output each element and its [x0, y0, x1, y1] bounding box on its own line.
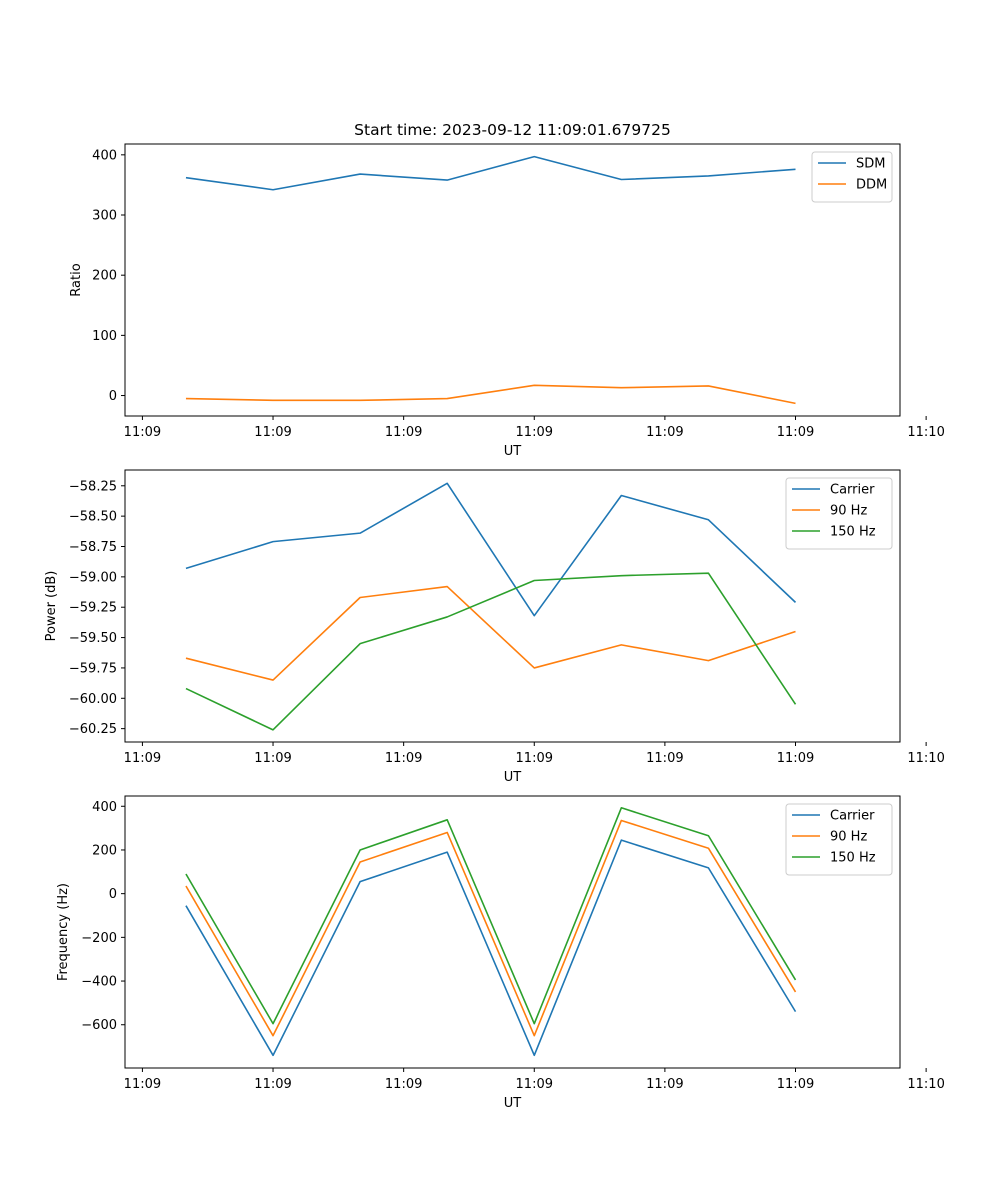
y-tick-label: −59.25: [69, 601, 117, 616]
y-tick-label: −59.75: [69, 661, 117, 676]
y-tick-label: −200: [81, 931, 117, 946]
x-tick-label: 11:09: [385, 1077, 422, 1092]
x-tick-label: 11:09: [516, 425, 553, 440]
x-tick-label: 11:09: [646, 425, 683, 440]
y-tick-label: −60.25: [69, 722, 117, 737]
x-axis-label: UT: [504, 1096, 522, 1111]
x-tick-label: 11:09: [385, 425, 422, 440]
x-tick-label: 11:09: [646, 1077, 683, 1092]
series-line-150-hz: [185, 572, 797, 731]
y-axis-label: Ratio: [69, 263, 84, 296]
legend: Carrier 90 Hz 150 Hz: [785, 803, 893, 876]
y-tick-label: −59.50: [69, 631, 117, 646]
y-tick-label: −58.25: [69, 479, 117, 494]
series-line-sdm: [185, 155, 796, 191]
y-axis-label: Power (dB): [44, 571, 59, 642]
legend-entry: 90 Hz: [830, 504, 867, 519]
x-tick-label: 11:10: [907, 1077, 944, 1092]
x-tick-label: 11:09: [777, 751, 814, 766]
series-line-90-hz: [185, 585, 796, 681]
x-tick-label: 11:09: [646, 751, 683, 766]
x-tick-label: 11:10: [907, 751, 944, 766]
subplot-3: 11:09 11:09 11:09 11:09 11:09 11:09 11:10 400 20…: [56, 795, 945, 1111]
y-tick-label: 300: [92, 209, 117, 224]
x-tick-label: 11:09: [254, 425, 291, 440]
series-line-ddm: [185, 384, 796, 405]
x-tick-label: 11:09: [777, 1077, 814, 1092]
x-tick-label: 11:09: [254, 1077, 291, 1092]
series-line-carrier: [185, 482, 797, 617]
x-tick-label: 11:10: [907, 425, 944, 440]
y-tick-label: 0: [109, 887, 117, 902]
x-tick-label: 11:09: [124, 1077, 161, 1092]
y-tick-label: 400: [92, 148, 117, 163]
series-line-carrier: [185, 839, 797, 1057]
subplot-1: 11:09 11:09 11:09 11:09 11:09 11:09 11:10 0 100 2…: [69, 121, 945, 459]
legend-entry: DDM: [856, 178, 887, 193]
x-tick-label: 11:09: [254, 751, 291, 766]
x-axis-label: UT: [504, 770, 522, 785]
legend: SDM DDM: [811, 151, 893, 203]
y-tick-label: −400: [81, 975, 117, 990]
y-tick-label: −58.75: [69, 540, 117, 555]
x-tick-label: 11:09: [777, 425, 814, 440]
x-axis-label: UT: [504, 444, 522, 459]
axes-frame: [124, 795, 901, 1069]
y-tick-label: 200: [92, 269, 117, 284]
y-tick-label: 100: [92, 329, 117, 344]
y-tick-label: 200: [92, 843, 117, 858]
legend-entry: Carrier: [830, 483, 875, 498]
legend-box: [811, 151, 893, 203]
y-tick-label: −59.00: [69, 570, 117, 585]
legend-entry: SDM: [856, 157, 885, 172]
x-tick-label: 11:09: [124, 751, 161, 766]
x-tick-label: 11:09: [385, 751, 422, 766]
x-tick-label: 11:09: [124, 425, 161, 440]
y-axis-label: Frequency (Hz): [56, 883, 71, 981]
series-line-90-hz: [185, 819, 797, 1037]
legend: Carrier 90 Hz 150 Hz: [785, 477, 893, 550]
x-tick-label: 11:09: [516, 1077, 553, 1092]
y-tick-label: −58.50: [69, 510, 117, 525]
panels: 11:09 11:09 11:09 11:09 11:09 11:09 11:10 0 100 2…: [44, 121, 945, 1111]
y-tick-label: −600: [81, 1018, 117, 1033]
axes-frame: [124, 469, 901, 743]
legend-entry: 90 Hz: [830, 830, 867, 845]
axes-frame: [124, 143, 901, 417]
series-line-150-hz: [185, 806, 797, 1025]
legend-entry: Carrier: [830, 809, 875, 824]
chart-title: Start time: 2023-09-12 11:09:01.679725: [354, 121, 671, 139]
legend-entry: 150 Hz: [830, 851, 876, 866]
x-tick-label: 11:09: [516, 751, 553, 766]
y-tick-label: −60.00: [69, 692, 117, 707]
y-tick-label: 400: [92, 800, 117, 815]
legend-entry: 150 Hz: [830, 525, 876, 540]
subplot-2: 11:09 11:09 11:09 11:09 11:09 11:09 11:10 −58.2…: [44, 469, 945, 785]
y-tick-label: 0: [109, 389, 117, 404]
